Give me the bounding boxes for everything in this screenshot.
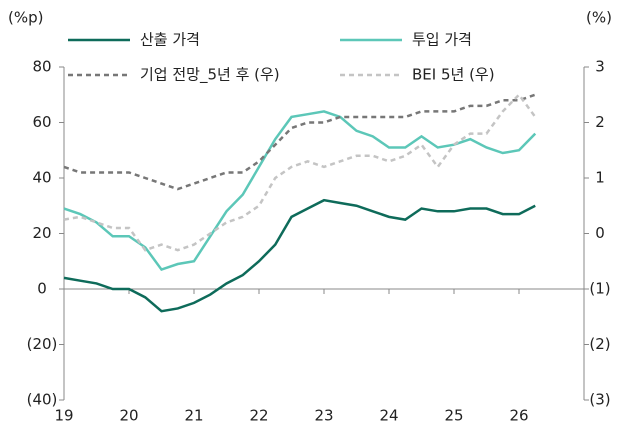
y2-tick-label: (1) (589, 280, 610, 298)
y-tick-label: 80 (32, 58, 51, 76)
x-tick-label: 22 (249, 407, 268, 425)
y-tick-label: 20 (32, 224, 51, 242)
y-tick-label: (20) (27, 335, 58, 353)
x-tick-label: 25 (444, 407, 463, 425)
x-tick-label: 24 (379, 407, 398, 425)
line-series (63, 198, 536, 313)
y2-axis-title: (%) (586, 9, 612, 27)
x-tick-label: 19 (54, 407, 73, 425)
x-tick-label: 21 (184, 407, 203, 425)
y2-tick-label: 3 (595, 58, 605, 76)
y2-tick-label: 0 (595, 224, 605, 242)
y-tick-label: 60 (32, 113, 51, 131)
x-tick-label: 23 (314, 407, 333, 425)
y2-tick-label: 2 (595, 113, 605, 131)
line-series (63, 92, 537, 252)
y2-tick-label: (2) (589, 335, 610, 353)
y2-tick-label: (3) (589, 391, 610, 409)
legend-label: 기업 전망_5년 후 (우) (140, 66, 280, 85)
y2-tick-label: 1 (595, 169, 605, 187)
y-axis-title: (%p) (8, 9, 43, 27)
y-tick-label: 40 (32, 169, 51, 187)
legend-label: BEI 5년 (우) (412, 66, 495, 84)
x-tick-label: 20 (119, 407, 138, 425)
line-series (63, 110, 537, 272)
legend-label: 투입 가격 (412, 31, 472, 49)
x-tick-label: 26 (509, 407, 528, 425)
y-tick-label: 0 (37, 280, 47, 298)
y-tick-label: (40) (27, 391, 58, 409)
legend-label: 산출 가격 (140, 31, 200, 49)
